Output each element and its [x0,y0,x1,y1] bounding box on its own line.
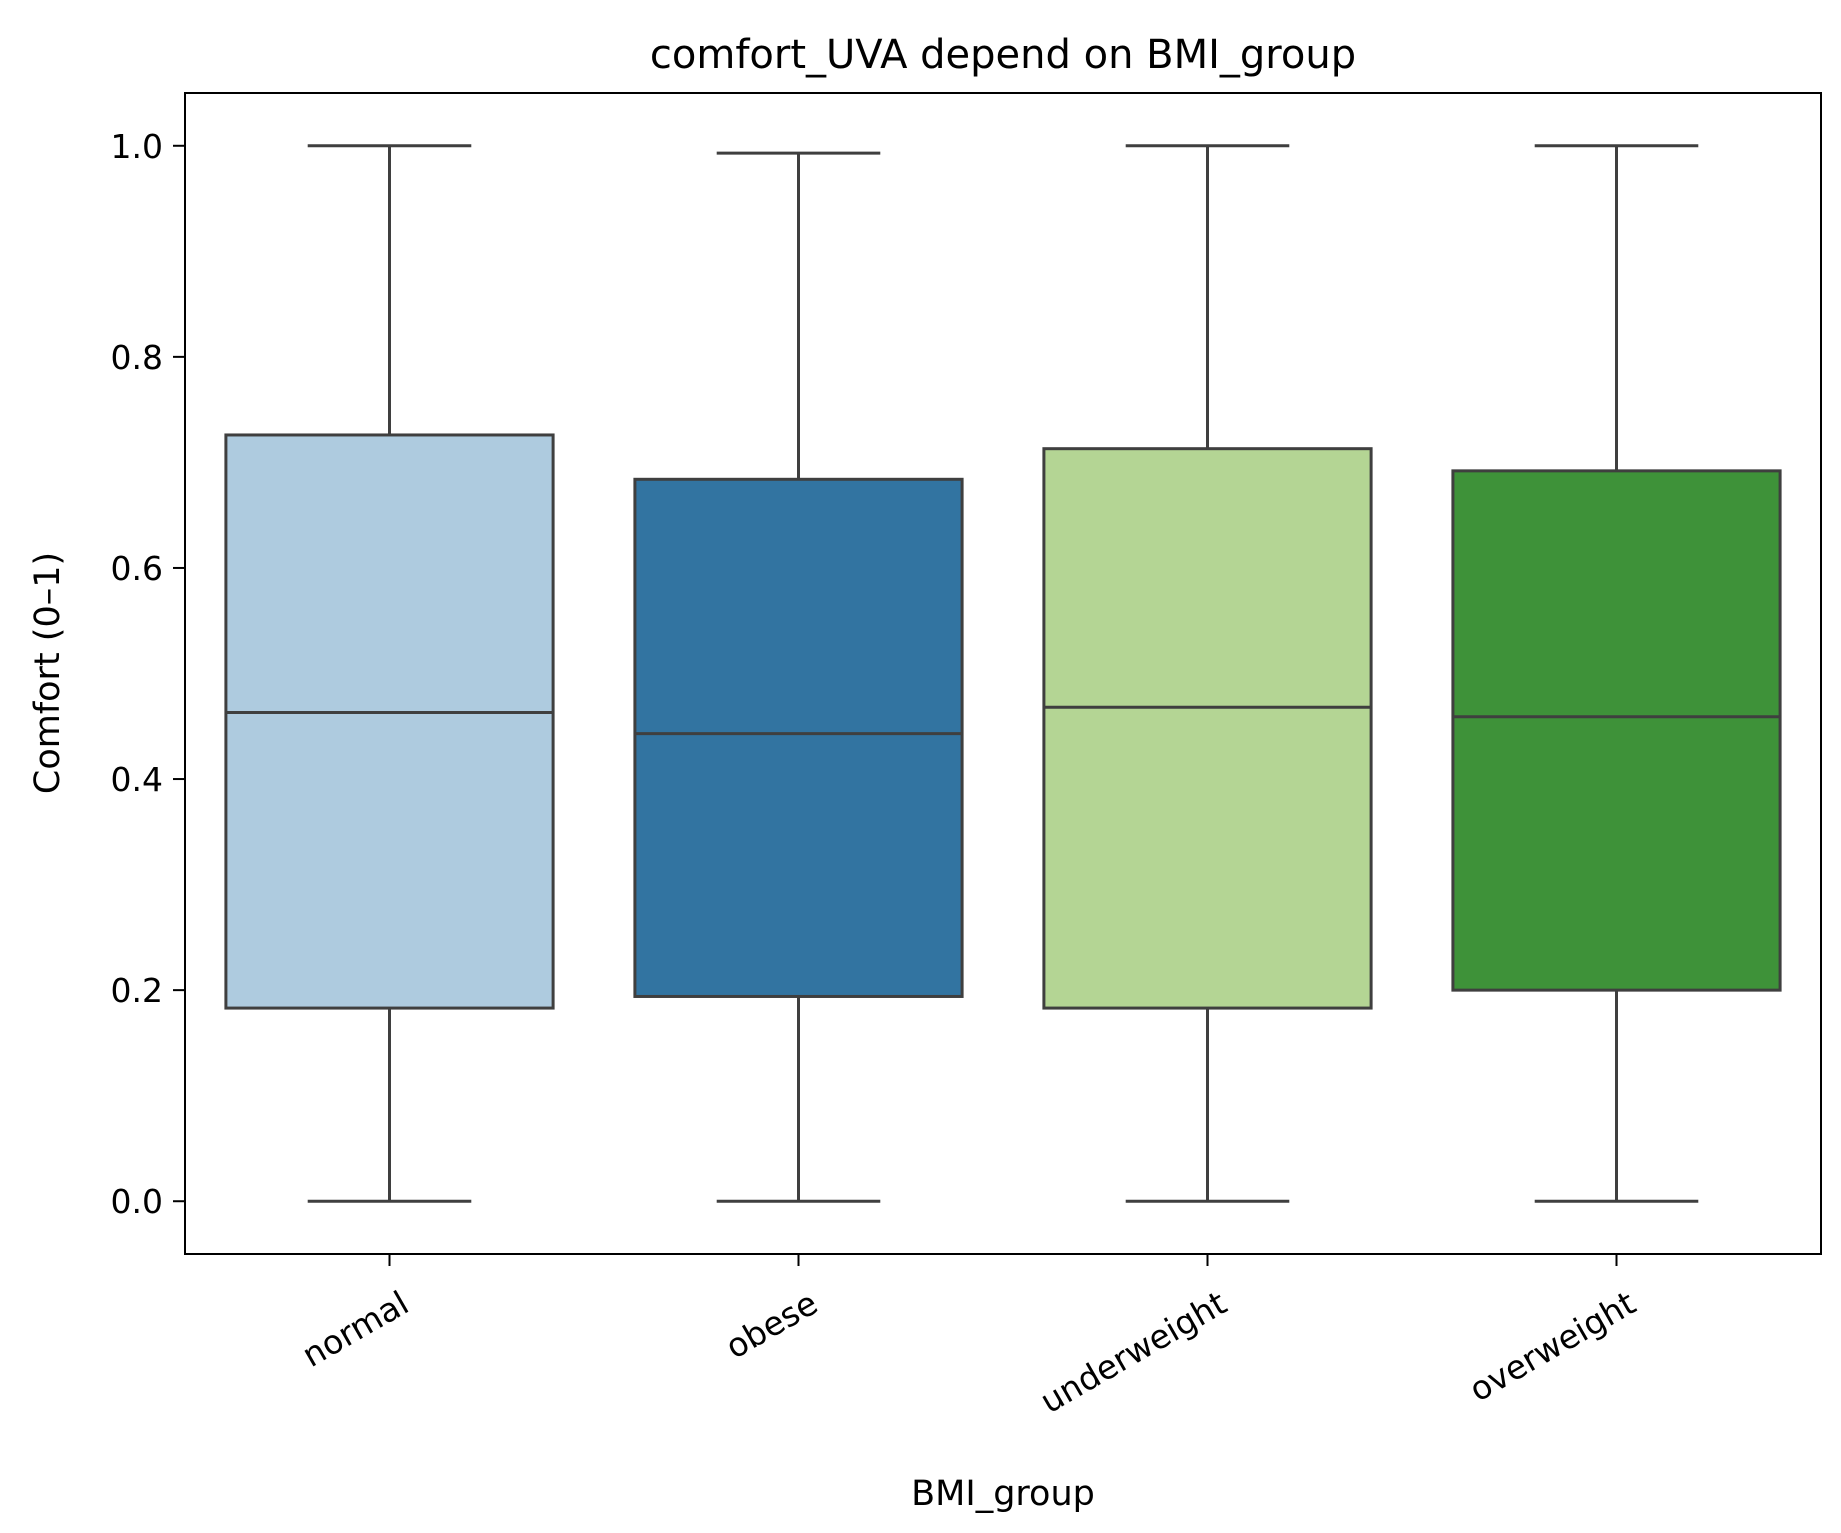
x-axis-label: BMI_group [911,1474,1095,1514]
plot-frame [184,92,1822,1255]
box-overweight [1451,469,1782,992]
y-tick-label: 0.4 [111,760,163,799]
box-group-normal [224,144,555,1203]
x-tick-label-obese: obese [719,1283,824,1366]
y-tick-label: 1.0 [111,127,163,166]
y-tick-label: 0.8 [111,338,163,377]
y-axis-label: Comfort (0–1) [28,552,68,794]
boxes-layer [224,144,1782,1203]
x-tick-label-underweight: underweight [1033,1283,1233,1421]
box-underweight [1042,447,1373,1010]
box-group-underweight [1042,144,1373,1203]
box-obese [633,477,964,998]
box-normal [224,433,555,1010]
y-tick-label: 0.6 [111,549,163,588]
y-tick-label: 0.2 [111,971,163,1010]
y-tick-label: 0.0 [111,1182,163,1221]
x-tick-label-normal: normal [295,1283,415,1375]
y-axis: 0.0 0.2 0.4 0.6 0.8 1.0 [111,127,185,1221]
x-axis: normal obese underweight overweight [295,1254,1642,1421]
x-tick-label-overweight: overweight [1462,1283,1642,1409]
box-group-overweight [1451,144,1782,1203]
chart-title: comfort_UVA depend on BMI_group [650,32,1356,78]
box-group-obese [633,151,964,1203]
